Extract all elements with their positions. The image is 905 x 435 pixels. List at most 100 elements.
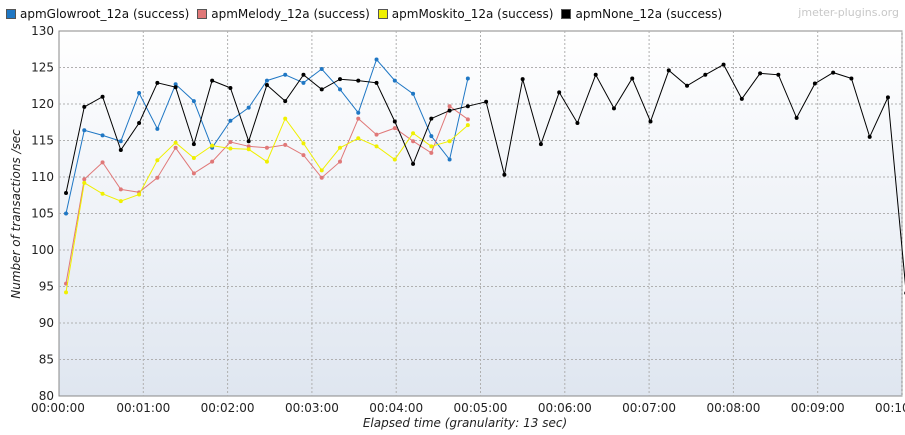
legend-swatch bbox=[377, 9, 388, 19]
data-point bbox=[392, 157, 397, 162]
x-tick-label: 00:10:00 bbox=[875, 401, 905, 415]
data-point bbox=[447, 157, 452, 162]
y-tick-label: 125 bbox=[31, 61, 54, 75]
data-point bbox=[411, 91, 416, 96]
data-point bbox=[319, 168, 324, 173]
data-point bbox=[191, 171, 196, 176]
y-tick-label: 90 bbox=[39, 316, 54, 330]
data-point bbox=[356, 110, 361, 115]
y-tick-label: 100 bbox=[31, 243, 54, 257]
data-point bbox=[246, 105, 251, 110]
data-point bbox=[118, 139, 123, 144]
x-tick-label: 00:01:00 bbox=[116, 401, 170, 415]
data-point bbox=[885, 95, 890, 100]
data-point bbox=[338, 145, 342, 150]
x-axis-title: Elapsed time (granularity: 13 sec) bbox=[363, 416, 567, 430]
legend-item: apmGlowroot_12a (success) bbox=[6, 7, 189, 21]
data-point bbox=[776, 72, 781, 77]
data-point bbox=[319, 66, 324, 71]
data-point bbox=[739, 96, 744, 101]
data-point bbox=[246, 147, 251, 152]
data-point bbox=[319, 175, 324, 180]
data-point bbox=[246, 144, 251, 149]
data-point bbox=[64, 191, 69, 196]
data-point bbox=[374, 132, 379, 137]
legend-label: apmMelody_12a (success) bbox=[211, 7, 370, 21]
data-point bbox=[191, 142, 196, 147]
data-point bbox=[246, 139, 251, 144]
data-point bbox=[338, 159, 342, 164]
legend-swatch bbox=[197, 9, 208, 19]
data-point bbox=[137, 192, 142, 197]
data-point bbox=[411, 139, 416, 144]
data-point bbox=[484, 99, 489, 104]
data-point bbox=[338, 87, 342, 92]
data-point bbox=[137, 120, 142, 125]
chart-legend: apmGlowroot_12a (success) apmMelody_12a (… bbox=[6, 5, 730, 23]
data-point bbox=[356, 116, 361, 121]
series-group bbox=[64, 57, 470, 216]
data-point bbox=[100, 133, 105, 138]
x-tick-label: 00:02:00 bbox=[201, 401, 255, 415]
data-point bbox=[356, 136, 361, 141]
data-point bbox=[283, 99, 288, 104]
data-point bbox=[82, 180, 87, 185]
data-point bbox=[118, 187, 123, 192]
data-point bbox=[703, 72, 708, 77]
x-tick-label: 00:03:00 bbox=[285, 401, 339, 415]
y-tick-label: 95 bbox=[39, 280, 54, 294]
x-tick-label: 00:04:00 bbox=[369, 401, 423, 415]
data-point bbox=[411, 161, 416, 166]
series-group bbox=[64, 116, 470, 295]
data-point bbox=[666, 68, 671, 73]
data-point bbox=[173, 82, 178, 87]
data-point bbox=[429, 134, 434, 139]
data-point bbox=[301, 141, 306, 146]
data-point bbox=[118, 147, 123, 152]
data-point bbox=[794, 115, 799, 120]
data-point bbox=[264, 78, 269, 83]
data-point bbox=[301, 72, 306, 77]
data-point bbox=[155, 158, 160, 163]
data-point bbox=[721, 62, 726, 67]
data-point bbox=[465, 76, 470, 81]
data-point bbox=[155, 126, 160, 131]
y-tick-label: 130 bbox=[31, 24, 54, 38]
legend-swatch bbox=[6, 9, 16, 19]
data-point bbox=[264, 83, 269, 88]
data-point bbox=[575, 120, 580, 125]
data-point bbox=[630, 76, 635, 81]
series-group bbox=[64, 62, 905, 295]
y-tick-label: 115 bbox=[31, 134, 54, 148]
data-point bbox=[82, 104, 87, 109]
y-tick-label: 80 bbox=[39, 389, 54, 403]
x-tick-label: 00:07:00 bbox=[622, 401, 676, 415]
data-point bbox=[465, 104, 470, 109]
legend-label: apmNone_12a (success) bbox=[575, 7, 723, 21]
data-point bbox=[867, 134, 872, 139]
data-point bbox=[429, 116, 434, 121]
data-point bbox=[520, 77, 525, 82]
data-point bbox=[831, 70, 836, 75]
data-point bbox=[210, 143, 215, 148]
data-point bbox=[264, 159, 269, 164]
data-point bbox=[64, 211, 69, 216]
data-point bbox=[392, 78, 397, 83]
data-point bbox=[100, 94, 105, 99]
data-point bbox=[812, 81, 817, 86]
legend-label: apmGlowroot_12a (success) bbox=[20, 7, 190, 21]
data-point bbox=[611, 106, 616, 111]
data-point bbox=[210, 78, 215, 83]
data-point bbox=[155, 80, 160, 85]
data-point bbox=[283, 116, 288, 121]
data-point bbox=[356, 78, 361, 83]
data-point bbox=[392, 119, 397, 124]
data-point bbox=[301, 80, 306, 85]
data-point bbox=[118, 199, 123, 204]
y-axis-title: Number of transactions /sec bbox=[9, 129, 23, 299]
data-point bbox=[228, 85, 233, 90]
data-point bbox=[283, 72, 288, 77]
legend-item: apmMoskito_12a (success) bbox=[377, 7, 553, 21]
data-point bbox=[191, 99, 196, 104]
